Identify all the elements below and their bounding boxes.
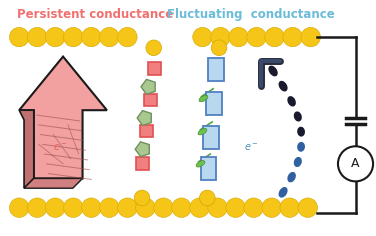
Circle shape — [208, 198, 227, 217]
Polygon shape — [24, 178, 83, 188]
FancyBboxPatch shape — [136, 157, 149, 170]
Text: A: A — [351, 157, 360, 170]
Circle shape — [100, 198, 119, 217]
Circle shape — [262, 198, 281, 217]
Circle shape — [27, 27, 47, 47]
Circle shape — [193, 27, 212, 47]
Circle shape — [134, 190, 150, 206]
Ellipse shape — [294, 157, 302, 167]
FancyBboxPatch shape — [140, 125, 153, 138]
Circle shape — [118, 198, 137, 217]
Circle shape — [301, 27, 320, 47]
Circle shape — [45, 198, 65, 217]
FancyBboxPatch shape — [203, 126, 219, 149]
Circle shape — [45, 27, 65, 47]
Text: $e^-$: $e^-$ — [244, 142, 259, 153]
Ellipse shape — [279, 81, 288, 92]
Circle shape — [64, 27, 83, 47]
Circle shape — [118, 27, 137, 47]
Circle shape — [82, 27, 101, 47]
Circle shape — [172, 198, 191, 217]
Text: Fluctuating  conductance: Fluctuating conductance — [167, 8, 335, 21]
Ellipse shape — [297, 142, 305, 152]
FancyBboxPatch shape — [206, 92, 222, 115]
Circle shape — [226, 198, 246, 217]
Circle shape — [229, 27, 248, 47]
Ellipse shape — [199, 95, 208, 102]
FancyBboxPatch shape — [144, 94, 157, 106]
Circle shape — [280, 198, 299, 217]
Text: Persistent conductance: Persistent conductance — [17, 8, 173, 21]
Ellipse shape — [297, 127, 305, 137]
Circle shape — [136, 198, 155, 217]
Circle shape — [9, 27, 29, 47]
Polygon shape — [19, 57, 107, 178]
Circle shape — [9, 198, 29, 217]
FancyBboxPatch shape — [200, 157, 216, 180]
Circle shape — [146, 40, 162, 56]
Ellipse shape — [279, 187, 288, 198]
Text: $e^-$: $e^-$ — [53, 142, 68, 153]
Ellipse shape — [287, 172, 296, 182]
Circle shape — [100, 27, 119, 47]
Circle shape — [211, 27, 230, 47]
Circle shape — [338, 146, 373, 181]
Ellipse shape — [198, 128, 207, 135]
Circle shape — [64, 198, 83, 217]
Circle shape — [211, 40, 227, 56]
Ellipse shape — [287, 96, 296, 106]
Circle shape — [27, 198, 47, 217]
Ellipse shape — [294, 111, 302, 122]
Ellipse shape — [196, 160, 205, 167]
FancyBboxPatch shape — [148, 63, 161, 75]
Circle shape — [283, 27, 302, 47]
FancyBboxPatch shape — [208, 58, 224, 81]
Circle shape — [244, 198, 264, 217]
Circle shape — [200, 190, 215, 206]
Circle shape — [190, 198, 209, 217]
Circle shape — [154, 198, 173, 217]
Circle shape — [298, 198, 317, 217]
Circle shape — [82, 198, 101, 217]
Circle shape — [265, 27, 284, 47]
Polygon shape — [19, 110, 34, 188]
Circle shape — [247, 27, 266, 47]
Ellipse shape — [268, 66, 278, 76]
